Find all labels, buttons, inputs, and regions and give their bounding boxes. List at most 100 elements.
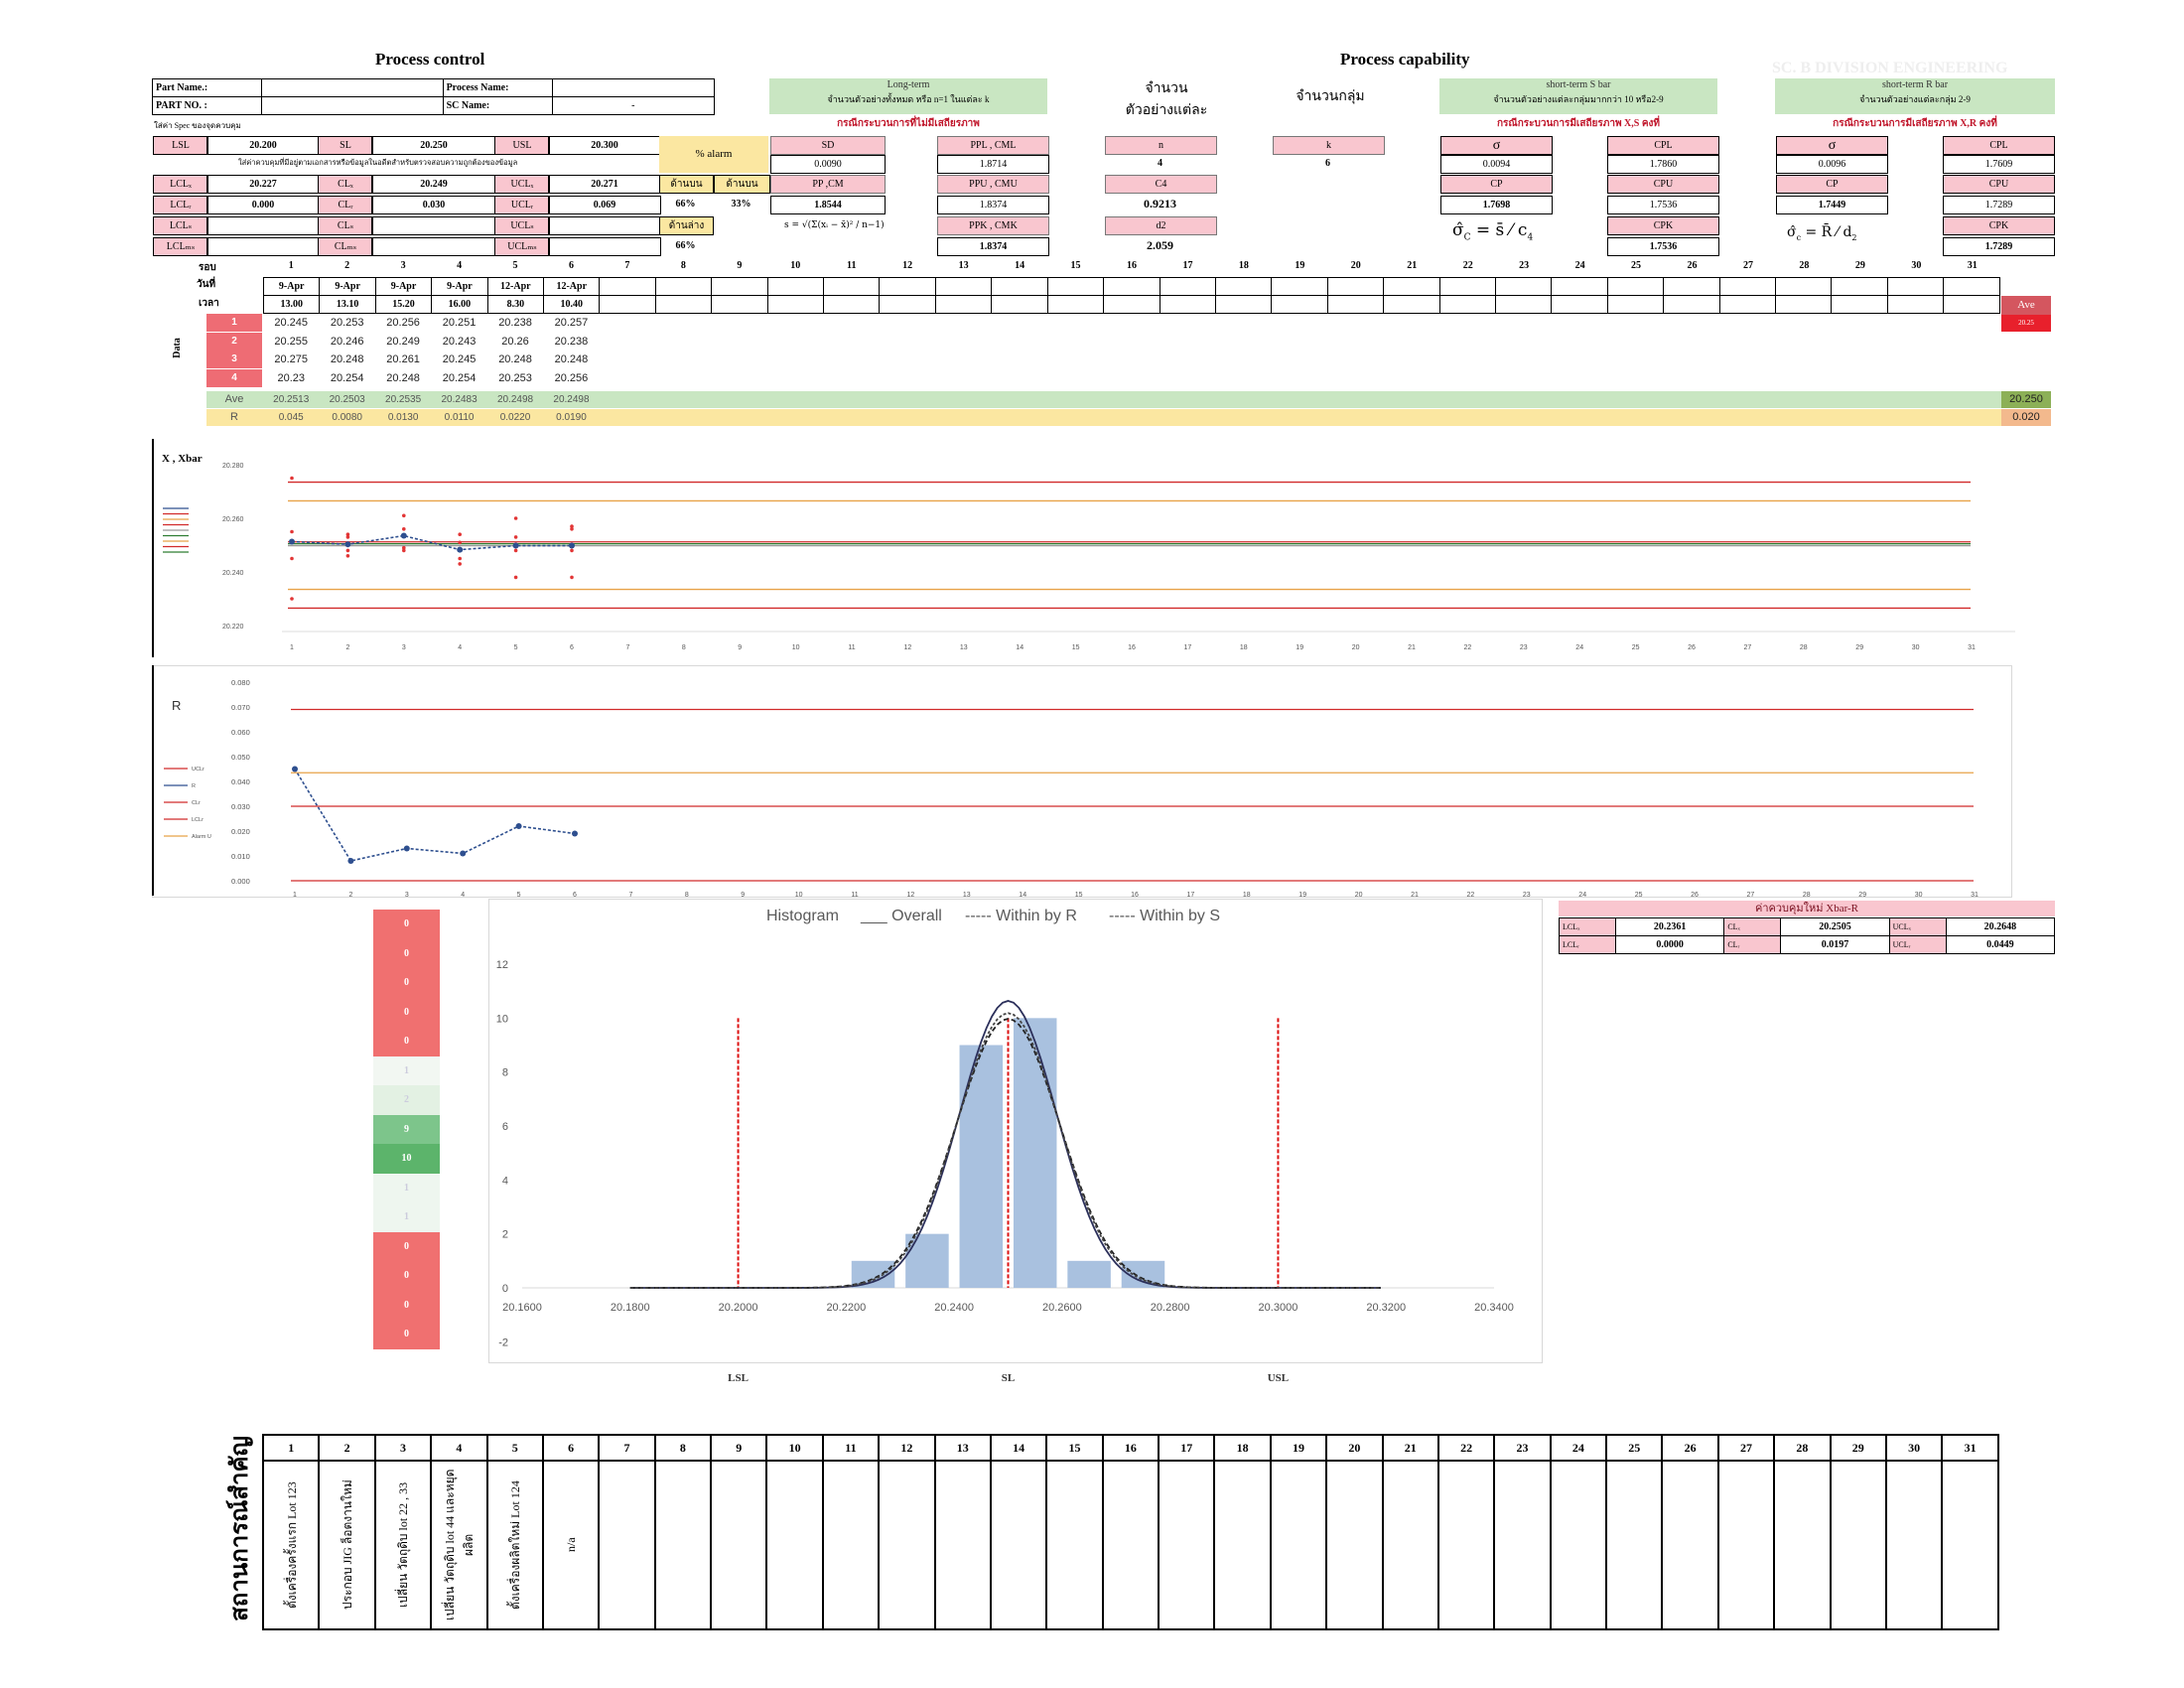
time-cell[interactable] (1214, 295, 1273, 314)
lsl-value[interactable]: 20.200 (206, 136, 320, 155)
time-cell[interactable]: 13.00 (262, 295, 321, 314)
lclr-value[interactable]: 0.000 (206, 196, 320, 214)
events-note-cell[interactable] (878, 1460, 936, 1630)
date-cell[interactable]: 12-Apr (543, 277, 601, 296)
date-cell[interactable] (1046, 277, 1105, 296)
date-cell[interactable] (1718, 277, 1776, 296)
events-note-cell[interactable] (821, 1460, 881, 1630)
events-note-cell[interactable] (1436, 1460, 1496, 1630)
events-note-cell[interactable]: n/a (541, 1460, 601, 1630)
events-note-cell[interactable] (1381, 1460, 1439, 1630)
clx-value[interactable]: 20.249 (371, 175, 496, 194)
date-cell[interactable] (654, 277, 713, 296)
time-cell[interactable] (934, 295, 993, 314)
date-cell[interactable] (766, 277, 825, 296)
date-cell[interactable] (1326, 277, 1385, 296)
events-note-cell[interactable] (1101, 1460, 1160, 1630)
events-note-cell[interactable] (1213, 1460, 1272, 1630)
events-note-cell[interactable] (598, 1460, 656, 1630)
date-cell[interactable]: 9-Apr (374, 277, 433, 296)
events-note-cell[interactable] (1884, 1460, 1944, 1630)
date-cell[interactable] (1159, 277, 1216, 296)
events-note-cell[interactable]: ประกอบ JIG ล็อตงานใหม่ (318, 1460, 376, 1630)
date-cell[interactable] (1383, 277, 1440, 296)
time-cell[interactable] (654, 295, 713, 314)
date-cell[interactable] (1551, 277, 1608, 296)
time-cell[interactable]: 13.10 (319, 295, 376, 314)
date-cell[interactable]: 12-Apr (486, 277, 545, 296)
events-note-cell[interactable] (1661, 1460, 1719, 1630)
lclms-value[interactable] (206, 237, 320, 256)
events-note-cell[interactable] (1604, 1460, 1664, 1630)
date-cell[interactable] (1774, 277, 1833, 296)
date-cell[interactable]: 9-Apr (319, 277, 376, 296)
uclms-value[interactable] (548, 237, 661, 256)
events-note-cell[interactable] (1493, 1460, 1552, 1630)
events-note-cell[interactable] (1325, 1460, 1384, 1630)
time-cell[interactable] (823, 295, 881, 314)
events-note-cell[interactable] (1716, 1460, 1776, 1630)
time-cell[interactable] (1494, 295, 1553, 314)
sc-name-field[interactable]: - (551, 96, 716, 115)
time-cell[interactable] (1438, 295, 1496, 314)
date-cell[interactable] (1886, 277, 1945, 296)
time-cell[interactable] (1159, 295, 1216, 314)
date-cell[interactable] (1606, 277, 1665, 296)
time-cell[interactable] (599, 295, 656, 314)
uclx-value[interactable]: 20.271 (548, 175, 661, 194)
date-cell[interactable] (1494, 277, 1553, 296)
time-cell[interactable] (1718, 295, 1776, 314)
date-cell[interactable] (879, 277, 936, 296)
date-cell[interactable] (1271, 277, 1328, 296)
date-cell[interactable] (1831, 277, 1888, 296)
time-cell[interactable]: 8.30 (486, 295, 545, 314)
date-cell[interactable] (1103, 277, 1160, 296)
time-cell[interactable] (1606, 295, 1665, 314)
cls-value[interactable] (371, 216, 496, 235)
date-cell[interactable] (991, 277, 1048, 296)
process-name-field[interactable] (551, 78, 716, 97)
events-note-cell[interactable]: ตั้งเครื่องครั้งแรก Lot 123 (261, 1460, 321, 1630)
date-cell[interactable] (599, 277, 656, 296)
part-no-field[interactable] (260, 96, 444, 115)
usl-value[interactable]: 20.300 (548, 136, 661, 155)
events-note-cell[interactable] (653, 1460, 713, 1630)
clr-value[interactable]: 0.030 (371, 196, 496, 214)
time-cell[interactable] (879, 295, 936, 314)
events-note-cell[interactable] (1549, 1460, 1608, 1630)
events-note-cell[interactable] (1045, 1460, 1104, 1630)
date-cell[interactable] (711, 277, 768, 296)
clms-value[interactable] (371, 237, 496, 256)
time-cell[interactable] (991, 295, 1048, 314)
time-cell[interactable] (1326, 295, 1385, 314)
events-note-cell[interactable] (1941, 1460, 1999, 1630)
time-cell[interactable] (1886, 295, 1945, 314)
events-note-cell[interactable]: เปลี่ยน วัตถุดิบ lot 22 , 33 (373, 1460, 433, 1630)
k-value[interactable]: 6 (1325, 158, 1330, 169)
n-value[interactable]: 4 (1158, 158, 1162, 169)
sl-value[interactable]: 20.250 (371, 136, 496, 155)
events-note-cell[interactable]: ตั้งเครื่องผลิตใหม่ Lot 124 (485, 1460, 544, 1630)
time-cell[interactable]: 16.00 (431, 295, 488, 314)
date-cell[interactable] (1214, 277, 1273, 296)
part-name-field[interactable] (260, 78, 444, 97)
time-cell[interactable] (766, 295, 825, 314)
date-cell[interactable] (1663, 277, 1720, 296)
time-cell[interactable] (1046, 295, 1105, 314)
time-cell[interactable] (1271, 295, 1328, 314)
date-cell[interactable] (1943, 277, 2000, 296)
time-cell[interactable] (1831, 295, 1888, 314)
time-cell[interactable] (1103, 295, 1160, 314)
lcls-value[interactable] (206, 216, 320, 235)
date-cell[interactable] (1438, 277, 1496, 296)
events-note-cell[interactable]: เปลี่ยน วัตถุดิบ lot 44 และหยุดผลิต (430, 1460, 488, 1630)
date-cell[interactable]: 9-Apr (431, 277, 488, 296)
date-cell[interactable] (823, 277, 881, 296)
events-note-cell[interactable] (1157, 1460, 1216, 1630)
time-cell[interactable] (1551, 295, 1608, 314)
events-note-cell[interactable] (989, 1460, 1048, 1630)
ucls-value[interactable] (548, 216, 661, 235)
events-note-cell[interactable] (1829, 1460, 1887, 1630)
time-cell[interactable] (1663, 295, 1720, 314)
date-cell[interactable] (934, 277, 993, 296)
